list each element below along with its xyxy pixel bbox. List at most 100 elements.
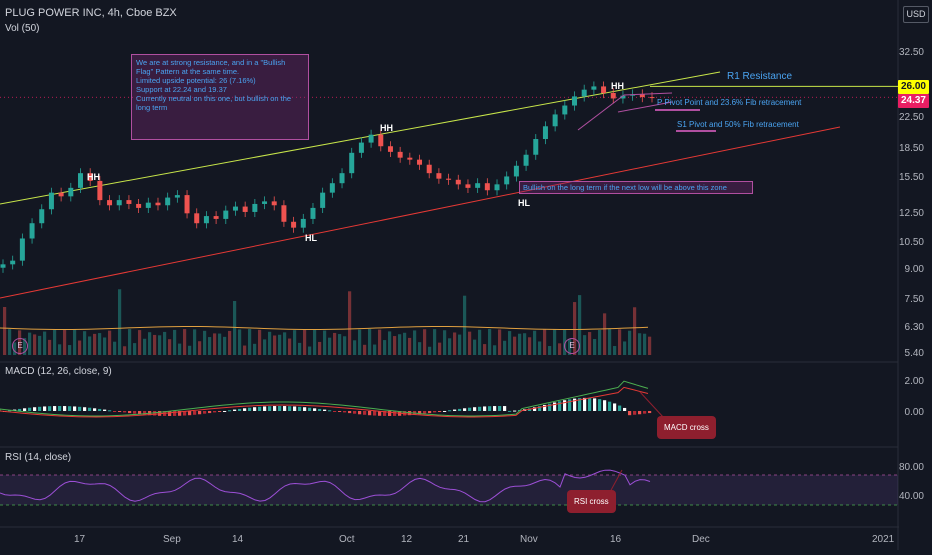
volume-bar [358, 329, 362, 355]
candle[interactable] [145, 197, 151, 214]
candle[interactable] [533, 134, 539, 160]
candle[interactable] [223, 205, 229, 225]
candle[interactable] [513, 160, 519, 182]
candle[interactable] [620, 90, 626, 104]
candle[interactable] [39, 204, 45, 229]
candle[interactable] [339, 168, 345, 189]
candle[interactable] [77, 168, 83, 193]
volume-bar [538, 341, 542, 355]
candle[interactable] [116, 195, 122, 211]
candle[interactable] [58, 187, 64, 202]
candle[interactable] [581, 84, 587, 102]
candle[interactable] [184, 190, 190, 219]
macd-histogram-bar [183, 411, 187, 416]
candle[interactable] [281, 200, 287, 227]
rsi-axis-label: 40.00 [898, 491, 924, 502]
candle[interactable] [601, 81, 607, 99]
candle[interactable] [378, 129, 384, 152]
callout-pointer [639, 391, 665, 419]
candle[interactable] [446, 173, 452, 185]
candle[interactable] [523, 149, 529, 171]
macd-histogram-bar [538, 406, 542, 411]
candle[interactable] [504, 171, 510, 190]
macd-histogram-bar [153, 411, 157, 416]
earnings-icon[interactable]: E [12, 338, 28, 354]
s1-label[interactable]: S1 Pivot and 50% Fib retracement [677, 120, 799, 129]
candle[interactable] [174, 190, 180, 203]
candle[interactable] [242, 201, 248, 218]
note-line: We are at strong resistance, and in a "B… [136, 58, 286, 67]
pivot-label[interactable]: P Pivot Point and 23.6% Fib retracement [657, 98, 802, 107]
candle[interactable] [397, 146, 403, 163]
candle[interactable] [19, 233, 25, 266]
volume-bar [263, 339, 267, 355]
candle[interactable] [165, 192, 171, 211]
volume-label[interactable]: Vol (50) [5, 23, 40, 34]
candle[interactable] [484, 178, 490, 196]
candle[interactable] [136, 199, 142, 214]
candle[interactable] [203, 211, 209, 229]
candle[interactable] [310, 202, 316, 225]
candle[interactable] [436, 168, 442, 184]
price-axis-label: 15.50 [898, 172, 924, 183]
candle[interactable] [426, 159, 432, 179]
candle[interactable] [291, 216, 297, 233]
candle[interactable] [465, 179, 471, 193]
candle[interactable] [387, 141, 393, 157]
candle[interactable] [417, 154, 423, 170]
candle[interactable] [262, 196, 268, 210]
candle[interactable] [300, 213, 306, 233]
volume-bar [123, 346, 127, 355]
candle[interactable] [29, 218, 35, 244]
macd-histogram-bar [618, 405, 622, 411]
macd-histogram-bar [548, 403, 552, 411]
candle-body [291, 221, 297, 228]
candle[interactable] [572, 91, 578, 111]
rsi-cross-callout[interactable]: RSI cross [567, 490, 616, 513]
candle[interactable] [639, 89, 645, 103]
volume-bar [253, 343, 257, 355]
candle[interactable] [87, 168, 93, 187]
candle[interactable] [0, 259, 6, 273]
candle[interactable] [48, 187, 54, 215]
volume-bar [463, 295, 467, 355]
candle[interactable] [455, 174, 461, 190]
candle[interactable] [591, 81, 597, 95]
macd-histogram-bar [563, 400, 567, 411]
macd-cross-callout[interactable]: MACD cross [657, 416, 716, 439]
candle[interactable] [271, 196, 277, 211]
macd-title[interactable]: MACD (12, 26, close, 9) [5, 366, 112, 377]
analysis-note[interactable]: We are at strong resistance, and in a "B… [131, 54, 309, 140]
candle[interactable] [562, 100, 568, 120]
candle[interactable] [232, 201, 238, 216]
candle[interactable] [407, 152, 413, 165]
candle[interactable] [252, 199, 258, 218]
volume-bar [88, 336, 92, 355]
candle[interactable] [552, 109, 558, 132]
candle[interactable] [542, 121, 548, 145]
rsi-title[interactable]: RSI (14, close) [5, 452, 72, 463]
candle[interactable] [358, 137, 364, 158]
candle[interactable] [475, 178, 481, 193]
candle[interactable] [68, 182, 74, 202]
candle[interactable] [329, 178, 335, 198]
candle[interactable] [194, 208, 200, 229]
candle[interactable] [610, 88, 616, 104]
candle[interactable] [10, 255, 16, 270]
candle[interactable] [155, 197, 161, 211]
candle[interactable] [349, 147, 355, 179]
candle[interactable] [97, 175, 103, 206]
bullish-zone-note[interactable]: Bullish on the long term if the next low… [519, 181, 753, 194]
candle[interactable] [213, 211, 219, 225]
candle[interactable] [494, 179, 500, 196]
earnings-icon[interactable]: E [564, 338, 580, 354]
currency-button[interactable]: USD [903, 6, 929, 23]
r1-resistance-label[interactable]: R1 Resistance [727, 71, 793, 82]
candle[interactable] [107, 195, 113, 211]
candle[interactable] [368, 129, 374, 148]
candle[interactable] [126, 195, 132, 210]
candle[interactable] [320, 187, 326, 214]
symbol-title[interactable]: PLUG POWER INC, 4h, Cboe BZX [5, 7, 177, 19]
